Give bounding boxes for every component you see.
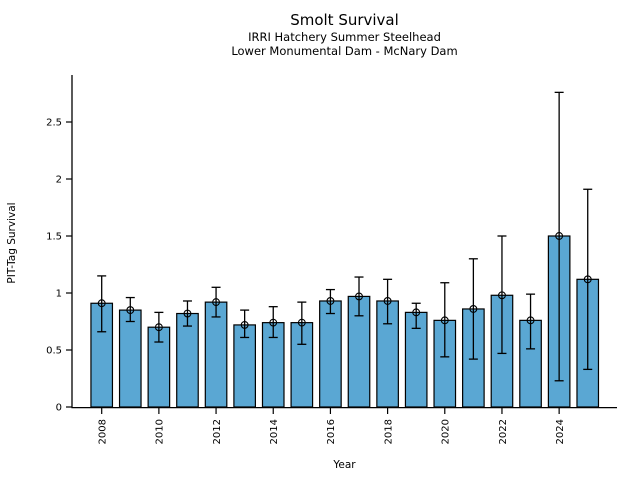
marker-2010 bbox=[154, 323, 163, 332]
marker-2023 bbox=[526, 316, 535, 325]
y-tick-label: 2.5 bbox=[46, 118, 62, 129]
bar-2011 bbox=[176, 312, 199, 408]
x-axis-label: Year bbox=[333, 459, 356, 471]
marker-2008 bbox=[97, 299, 106, 308]
marker-2012 bbox=[212, 298, 221, 307]
x-tick-label: 2022 bbox=[498, 419, 509, 444]
bar-2012 bbox=[204, 301, 228, 408]
y-tick-label: 1.5 bbox=[46, 232, 62, 243]
marker-2021 bbox=[469, 305, 478, 313]
y-tick-label: 2 bbox=[56, 175, 62, 186]
y-tick-label: 1 bbox=[56, 289, 62, 300]
marker-2024 bbox=[555, 232, 564, 240]
x-tick-label: 2010 bbox=[155, 419, 166, 444]
bar-2016 bbox=[319, 300, 342, 408]
x-tick-label: 2012 bbox=[212, 419, 223, 444]
marker-2025 bbox=[583, 275, 592, 284]
y-tick-label: 0 bbox=[56, 403, 62, 414]
x-tick-label: 2024 bbox=[555, 419, 566, 444]
chart-subtitle-line1: IRRI Hatchery Summer Steelhead bbox=[248, 30, 441, 44]
marker-2018 bbox=[383, 297, 392, 305]
marker-2022 bbox=[498, 291, 506, 300]
x-tick-label: 2020 bbox=[441, 419, 452, 444]
x-tick-label: 2016 bbox=[326, 419, 337, 444]
marker-2013 bbox=[240, 320, 249, 329]
marker-2020 bbox=[440, 316, 449, 325]
x-tick-label: 2014 bbox=[269, 419, 280, 444]
bar-2009 bbox=[118, 309, 142, 408]
marker-2011 bbox=[183, 309, 192, 318]
y-tick-label: 0.5 bbox=[46, 346, 62, 357]
marker-2016 bbox=[326, 297, 335, 305]
marker-2019 bbox=[412, 308, 421, 317]
marker-2009 bbox=[126, 306, 135, 315]
chart-subtitle-line2: Lower Monumental Dam - McNary Dam bbox=[231, 44, 458, 58]
chart-title: Smolt Survival bbox=[290, 11, 399, 29]
x-tick-label: 2008 bbox=[98, 419, 109, 444]
marker-2017 bbox=[355, 292, 363, 301]
marker-2014 bbox=[269, 318, 278, 327]
marker-2015 bbox=[297, 318, 306, 327]
y-axis-label: PIT-Tag Survival bbox=[6, 202, 18, 284]
x-tick-label: 2018 bbox=[383, 419, 394, 444]
